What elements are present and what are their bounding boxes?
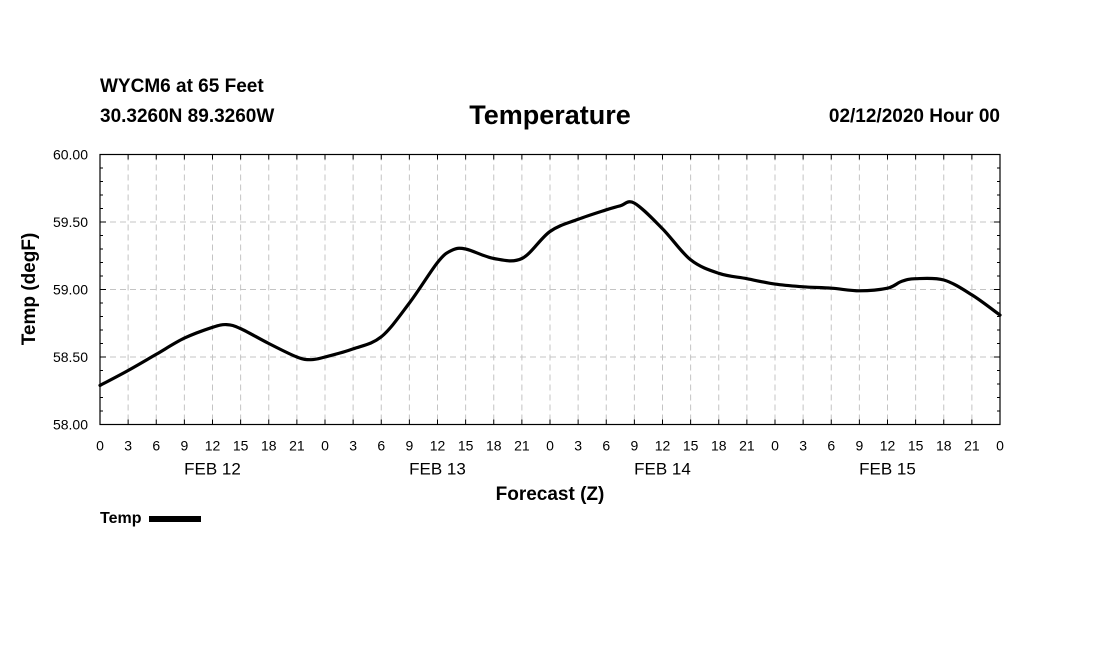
- x-tick-label: 15: [458, 438, 474, 454]
- y-tick-label: 60.00: [53, 147, 88, 163]
- x-tick-label: 6: [827, 438, 835, 454]
- y-tick-label: 59.00: [53, 282, 88, 298]
- day-label: FEB 12: [184, 460, 241, 479]
- x-tick-label: 0: [546, 438, 554, 454]
- x-tick-label: 3: [349, 438, 357, 454]
- forecast-run-time: 02/12/2020 Hour 00: [828, 106, 1000, 127]
- day-label: FEB 13: [409, 460, 466, 479]
- x-tick-label: 12: [205, 438, 221, 454]
- day-label: FEB 15: [859, 460, 916, 479]
- legend: Temp: [100, 510, 202, 528]
- x-tick-label: 21: [739, 438, 755, 454]
- day-label: FEB 14: [634, 460, 691, 479]
- chart-title: Temperature: [469, 100, 631, 130]
- x-tick-label: 21: [514, 438, 530, 454]
- x-tick-label: 3: [574, 438, 582, 454]
- x-axis-label: Forecast (Z): [496, 484, 605, 505]
- axis-tick-labels: 0 3 6 9 12 15 18 21 0 3 6 9 12 15 18 21 0 3 6 9 12 15 18 21 0 3 6 9…: [53, 147, 1004, 479]
- x-tick-label: 15: [683, 438, 699, 454]
- x-tick-label: 0: [996, 438, 1004, 454]
- x-tick-label: 18: [486, 438, 502, 454]
- x-tick-label: 12: [430, 438, 446, 454]
- series-layer: [98, 200, 1002, 387]
- temp-series-line: [98, 200, 1002, 387]
- x-tick-label: 12: [880, 438, 896, 454]
- x-tick-label: 15: [908, 438, 924, 454]
- legend-line-swatch: [149, 515, 202, 522]
- x-tick-label: 18: [711, 438, 727, 454]
- x-tick-label: 18: [261, 438, 277, 454]
- x-tick-label: 21: [964, 438, 980, 454]
- x-tick-label: 3: [124, 438, 132, 454]
- y-axis-label: Temp (degF): [19, 233, 40, 346]
- y-tick-label: 59.50: [53, 214, 88, 230]
- x-tick-label: 12: [655, 438, 671, 454]
- station-coordinates: 30.3260N 89.3260W: [100, 106, 275, 127]
- x-tick-label: 21: [289, 438, 305, 454]
- x-tick-label: 15: [233, 438, 249, 454]
- legend-label: Temp: [100, 510, 142, 527]
- x-tick-label: 9: [630, 438, 638, 454]
- plot-frame: [99, 153, 1001, 426]
- x-tick-label: 6: [152, 438, 160, 454]
- x-tick-label: 18: [936, 438, 952, 454]
- x-tick-label: 6: [602, 438, 610, 454]
- x-tick-label: 6: [377, 438, 385, 454]
- x-tick-label: 9: [405, 438, 413, 454]
- station-label: WYCM6 at 65 Feet: [100, 76, 264, 97]
- x-tick-label: 9: [855, 438, 863, 454]
- x-tick-label: 9: [180, 438, 188, 454]
- x-tick-label: 0: [771, 438, 779, 454]
- x-tick-label: 0: [321, 438, 329, 454]
- x-tick-label: 3: [799, 438, 807, 454]
- x-tick-label: 0: [96, 438, 104, 454]
- y-tick-label: 58.00: [53, 417, 88, 433]
- y-tick-label: 58.50: [53, 349, 88, 365]
